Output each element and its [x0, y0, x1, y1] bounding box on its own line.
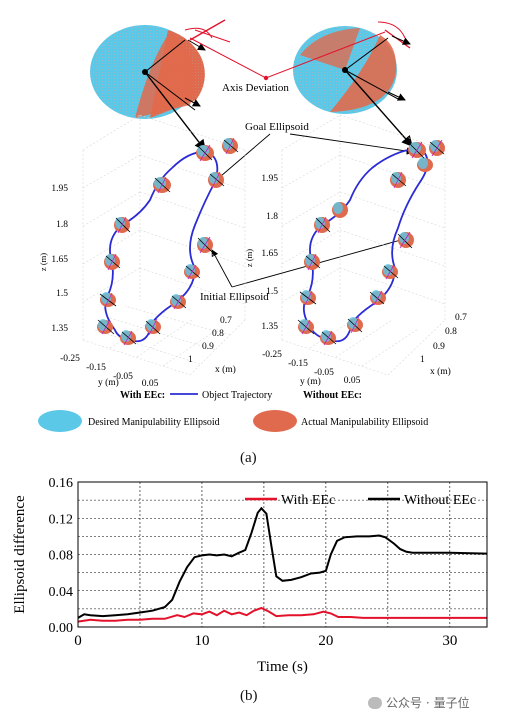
svg-text:y (m): y (m) [98, 377, 119, 388]
legend-label: Without EEc [404, 493, 476, 508]
chart-y-ticks: 0.00 0.04 0.08 0.12 0.16 [49, 476, 74, 636]
svg-text:0.8: 0.8 [445, 327, 457, 337]
x-tick-label: 30 [442, 633, 457, 649]
svg-text:0.7: 0.7 [220, 316, 232, 326]
svg-text:-0.15: -0.15 [86, 363, 106, 373]
svg-text:-0.05: -0.05 [113, 372, 133, 382]
svg-text:1.8: 1.8 [56, 220, 68, 230]
svg-text:1.95: 1.95 [51, 184, 68, 194]
svg-text:1: 1 [420, 355, 425, 365]
zoom-ellipsoid-left [90, 19, 231, 119]
legend-without-eec: Without EEc: [303, 390, 362, 401]
x-tick-label: 20 [318, 633, 333, 649]
y-tick-label: 0.12 [49, 512, 74, 527]
watermark-account: 量子位 [433, 696, 470, 710]
svg-text:z (m): z (m) [38, 253, 48, 271]
svg-text:0.05: 0.05 [344, 376, 361, 386]
y-tick-label: 0.08 [49, 549, 74, 564]
chart-legend: With EEc Without EEc [245, 493, 476, 508]
panel-a-figure: Axis Deviation Goal Ellipsoid Initial El… [38, 19, 467, 432]
legend-label: With EEc [281, 493, 335, 508]
legend-with-eec: With EEc: [120, 390, 165, 401]
svg-text:1.5: 1.5 [266, 287, 278, 297]
svg-text:1.35: 1.35 [261, 322, 278, 332]
initial-ellipsoid-label: Initial Ellipsoid [200, 291, 269, 303]
goal-ellipsoid-label: Goal Ellipsoid [245, 121, 309, 133]
axis-deviation-label: Axis Deviation [222, 82, 289, 94]
y-tick-label: 0.04 [49, 585, 74, 600]
svg-text:-0.25: -0.25 [60, 354, 80, 364]
caption-a: (a) [240, 450, 257, 466]
svg-text:1: 1 [188, 355, 193, 365]
y-axis-label: Ellipsoid difference [12, 495, 28, 614]
legend-trajectory: With EEc: Object Trajectory Without EEc: [120, 390, 362, 401]
y-tick-label: 0.16 [49, 476, 74, 491]
watermark-platform: 公众号 · [386, 696, 430, 710]
svg-text:x (m): x (m) [215, 364, 236, 375]
svg-text:x (m): x (m) [430, 366, 451, 377]
right-3d-plot: 1.95 1.8 1.65 1.5 1.35 z (m) -0.25 -0.15… [244, 114, 467, 387]
series-line-without-eec [77, 506, 488, 619]
axis-deviation-connector [189, 31, 386, 81]
svg-text:1.8: 1.8 [266, 212, 278, 222]
svg-text:0.9: 0.9 [433, 342, 445, 352]
chart-frame [77, 481, 488, 628]
ellipsoid-difference-chart: 0.00 0.04 0.08 0.12 0.16 0 10 20 30 Ellipsoid d… [12, 476, 488, 675]
svg-text:1.65: 1.65 [51, 255, 68, 265]
svg-text:y (m): y (m) [300, 376, 321, 387]
right-ellipsoid-markers [298, 140, 445, 345]
zoom-ellipsoid-right [293, 21, 411, 114]
x-axis-label: Time (s) [257, 659, 308, 675]
svg-text:-0.05: -0.05 [314, 368, 334, 378]
y-tick-label: 0.00 [49, 621, 74, 636]
svg-text:1.35: 1.35 [51, 324, 68, 334]
svg-text:0.05: 0.05 [142, 379, 159, 389]
legend-actual: Actual Manipulability Ellipsoid [301, 417, 428, 428]
series-line-with-eec [77, 606, 487, 623]
legend-desired: Desired Manipulability Ellipsoid [88, 417, 220, 428]
svg-text:0.8: 0.8 [212, 329, 224, 339]
x-tick-label: 0 [74, 633, 82, 649]
svg-text:-0.25: -0.25 [262, 350, 282, 360]
svg-text:z (m): z (m) [244, 249, 254, 267]
svg-text:1.95: 1.95 [261, 174, 278, 184]
legend-ellipsoids: Desired Manipulability Ellipsoid Actual … [38, 410, 428, 432]
watermark: 公众号 · 量子位 [368, 694, 470, 711]
svg-text:-0.15: -0.15 [288, 359, 308, 369]
left-3d-plot: 1.95 1.8 1.65 1.5 1.35 z (m) -0.25 -0.15… [38, 114, 246, 389]
svg-text:1.65: 1.65 [261, 249, 278, 259]
caption-b: (b) [240, 688, 258, 704]
svg-text:0.7: 0.7 [455, 313, 467, 323]
svg-text:0.9: 0.9 [202, 342, 214, 352]
chart-x-ticks: 0 10 20 30 [74, 633, 457, 649]
svg-text:1.5: 1.5 [56, 289, 68, 299]
legend-object-trajectory: Object Trajectory [202, 390, 272, 401]
wechat-icon [368, 696, 382, 709]
chart-series [77, 506, 488, 623]
x-tick-label: 10 [194, 633, 209, 649]
